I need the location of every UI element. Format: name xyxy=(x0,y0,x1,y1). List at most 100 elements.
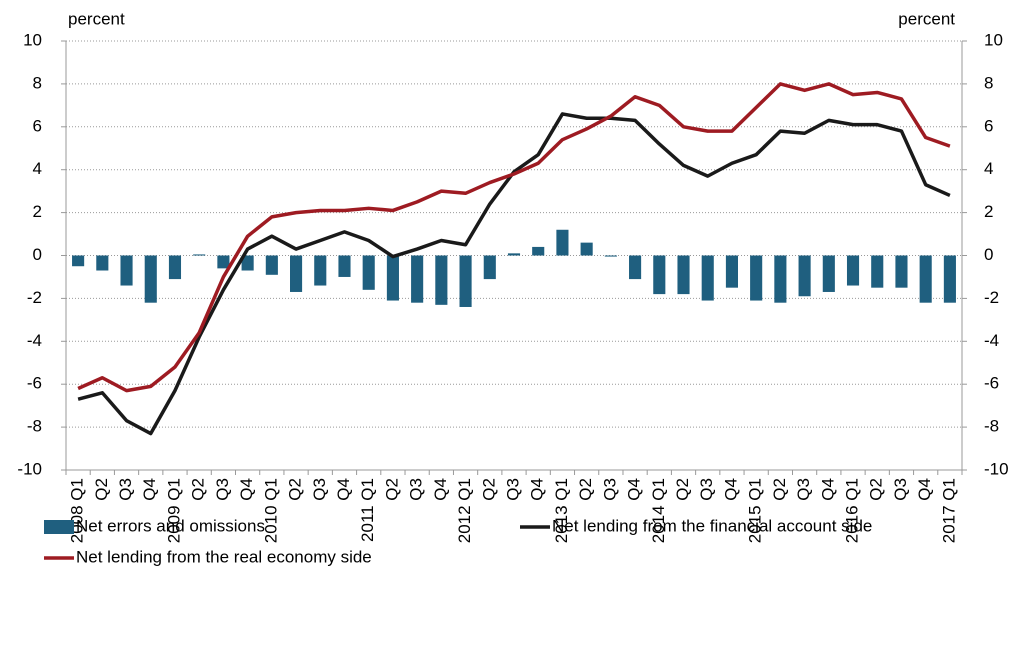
y2-tick-label: -10 xyxy=(984,459,1009,478)
x-tick-label: Q4 xyxy=(431,478,450,501)
bar xyxy=(943,255,956,303)
y-tick-label: -8 xyxy=(27,417,42,436)
x-tick-label: Q2 xyxy=(479,478,498,501)
bar xyxy=(846,255,860,286)
y2-tick-label: 8 xyxy=(984,73,993,92)
bar xyxy=(895,255,908,288)
bar xyxy=(435,255,448,305)
bar xyxy=(629,255,642,280)
y-tick-label: 4 xyxy=(33,159,42,178)
y-tick-label: 0 xyxy=(33,245,42,264)
y-axis-label: percent xyxy=(68,9,125,28)
y2-tick-label: 6 xyxy=(984,116,993,135)
y2-tick-label: 2 xyxy=(984,202,993,221)
x-tick-label: 2014 Q1 xyxy=(649,478,668,543)
y-tick-label: 8 xyxy=(33,73,42,92)
y2-tick-label: -8 xyxy=(984,417,999,436)
y-tick-label: -2 xyxy=(27,288,42,307)
bar xyxy=(386,255,399,301)
x-tick-label: Q3 xyxy=(213,478,232,501)
x-tick-label: Q4 xyxy=(625,478,644,501)
bar xyxy=(290,255,303,292)
bar xyxy=(241,255,254,271)
bar xyxy=(653,255,666,295)
bar xyxy=(871,255,884,288)
y2-axis-label: percent xyxy=(898,9,955,28)
x-tick-label: Q3 xyxy=(600,478,619,501)
bar xyxy=(580,242,593,256)
x-tick-label: Q4 xyxy=(140,478,159,501)
x-tick-label: Q3 xyxy=(891,478,910,501)
x-tick-label: 2012 Q1 xyxy=(455,478,474,543)
x-tick-label: Q2 xyxy=(673,478,692,501)
x-tick-label: 2009 Q1 xyxy=(164,478,183,543)
bar xyxy=(919,255,932,303)
y-tick-label: 10 xyxy=(23,30,42,49)
legend-label: Net errors and omissions xyxy=(76,516,265,535)
y-tick-label: 2 xyxy=(33,202,42,221)
bar xyxy=(72,255,85,267)
x-tick-label: 2013 Q1 xyxy=(552,478,571,543)
x-tick-label: Q4 xyxy=(818,478,837,501)
x-tick-label: Q3 xyxy=(697,478,716,501)
x-tick-label: 2010 Q1 xyxy=(261,478,280,543)
bar xyxy=(798,255,811,297)
x-tick-label: Q3 xyxy=(310,478,329,501)
bar xyxy=(725,255,738,288)
bar xyxy=(144,255,157,303)
y2-tick-label: 4 xyxy=(984,159,993,178)
x-tick-label: Q2 xyxy=(286,478,305,501)
y2-tick-label: -6 xyxy=(984,374,999,393)
bar xyxy=(750,255,763,301)
x-tick-label: Q2 xyxy=(867,478,886,501)
x-tick-label: Q2 xyxy=(189,478,208,501)
bar xyxy=(168,255,182,280)
bar xyxy=(217,255,230,269)
bar xyxy=(338,255,351,277)
bar xyxy=(604,255,617,257)
x-tick-label: Q3 xyxy=(503,478,522,501)
x-tick-label: Q4 xyxy=(334,478,353,501)
bar xyxy=(822,255,835,292)
x-tick-label: Q4 xyxy=(237,478,256,501)
x-tick-label: 2015 Q1 xyxy=(746,478,765,543)
bar xyxy=(193,254,206,256)
x-tick-label: Q3 xyxy=(116,478,135,501)
y2-tick-label: 0 xyxy=(984,245,993,264)
x-tick-label: 2016 Q1 xyxy=(843,478,862,543)
x-tick-label: Q4 xyxy=(721,478,740,501)
y-tick-label: 6 xyxy=(33,116,42,135)
y2-tick-label: -2 xyxy=(984,288,999,307)
line xyxy=(77,112,951,436)
x-tick-label: Q2 xyxy=(382,478,401,501)
bar xyxy=(362,255,375,290)
legend-swatch xyxy=(44,520,74,534)
x-tick-label: Q2 xyxy=(770,478,789,501)
bar xyxy=(314,255,327,286)
x-tick-label: Q4 xyxy=(528,478,547,501)
bar xyxy=(774,255,787,303)
bar xyxy=(532,246,545,256)
x-tick-label: Q2 xyxy=(92,478,111,501)
bar xyxy=(677,255,690,295)
bar xyxy=(556,229,569,256)
bar xyxy=(265,255,278,275)
line xyxy=(77,82,951,393)
bar xyxy=(411,255,424,303)
bar xyxy=(96,255,109,271)
x-tick-label: Q3 xyxy=(794,478,813,501)
x-tick-label: Q3 xyxy=(407,478,426,501)
y-tick-label: -10 xyxy=(17,459,42,478)
x-tick-label: Q4 xyxy=(915,478,934,501)
y-tick-label: -4 xyxy=(27,331,42,350)
bar xyxy=(507,253,521,256)
bar xyxy=(120,255,133,286)
x-tick-label: Q2 xyxy=(576,478,595,501)
bar xyxy=(459,255,472,307)
bar xyxy=(483,255,496,280)
x-tick-label: 2017 Q1 xyxy=(939,478,958,543)
y-tick-label: -6 xyxy=(27,374,42,393)
y2-tick-label: 10 xyxy=(984,30,1003,49)
y2-tick-label: -4 xyxy=(984,331,999,350)
